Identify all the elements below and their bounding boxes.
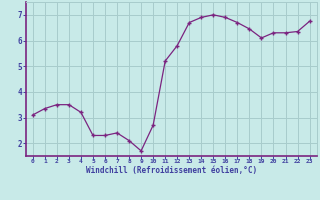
X-axis label: Windchill (Refroidissement éolien,°C): Windchill (Refroidissement éolien,°C) — [86, 166, 257, 175]
